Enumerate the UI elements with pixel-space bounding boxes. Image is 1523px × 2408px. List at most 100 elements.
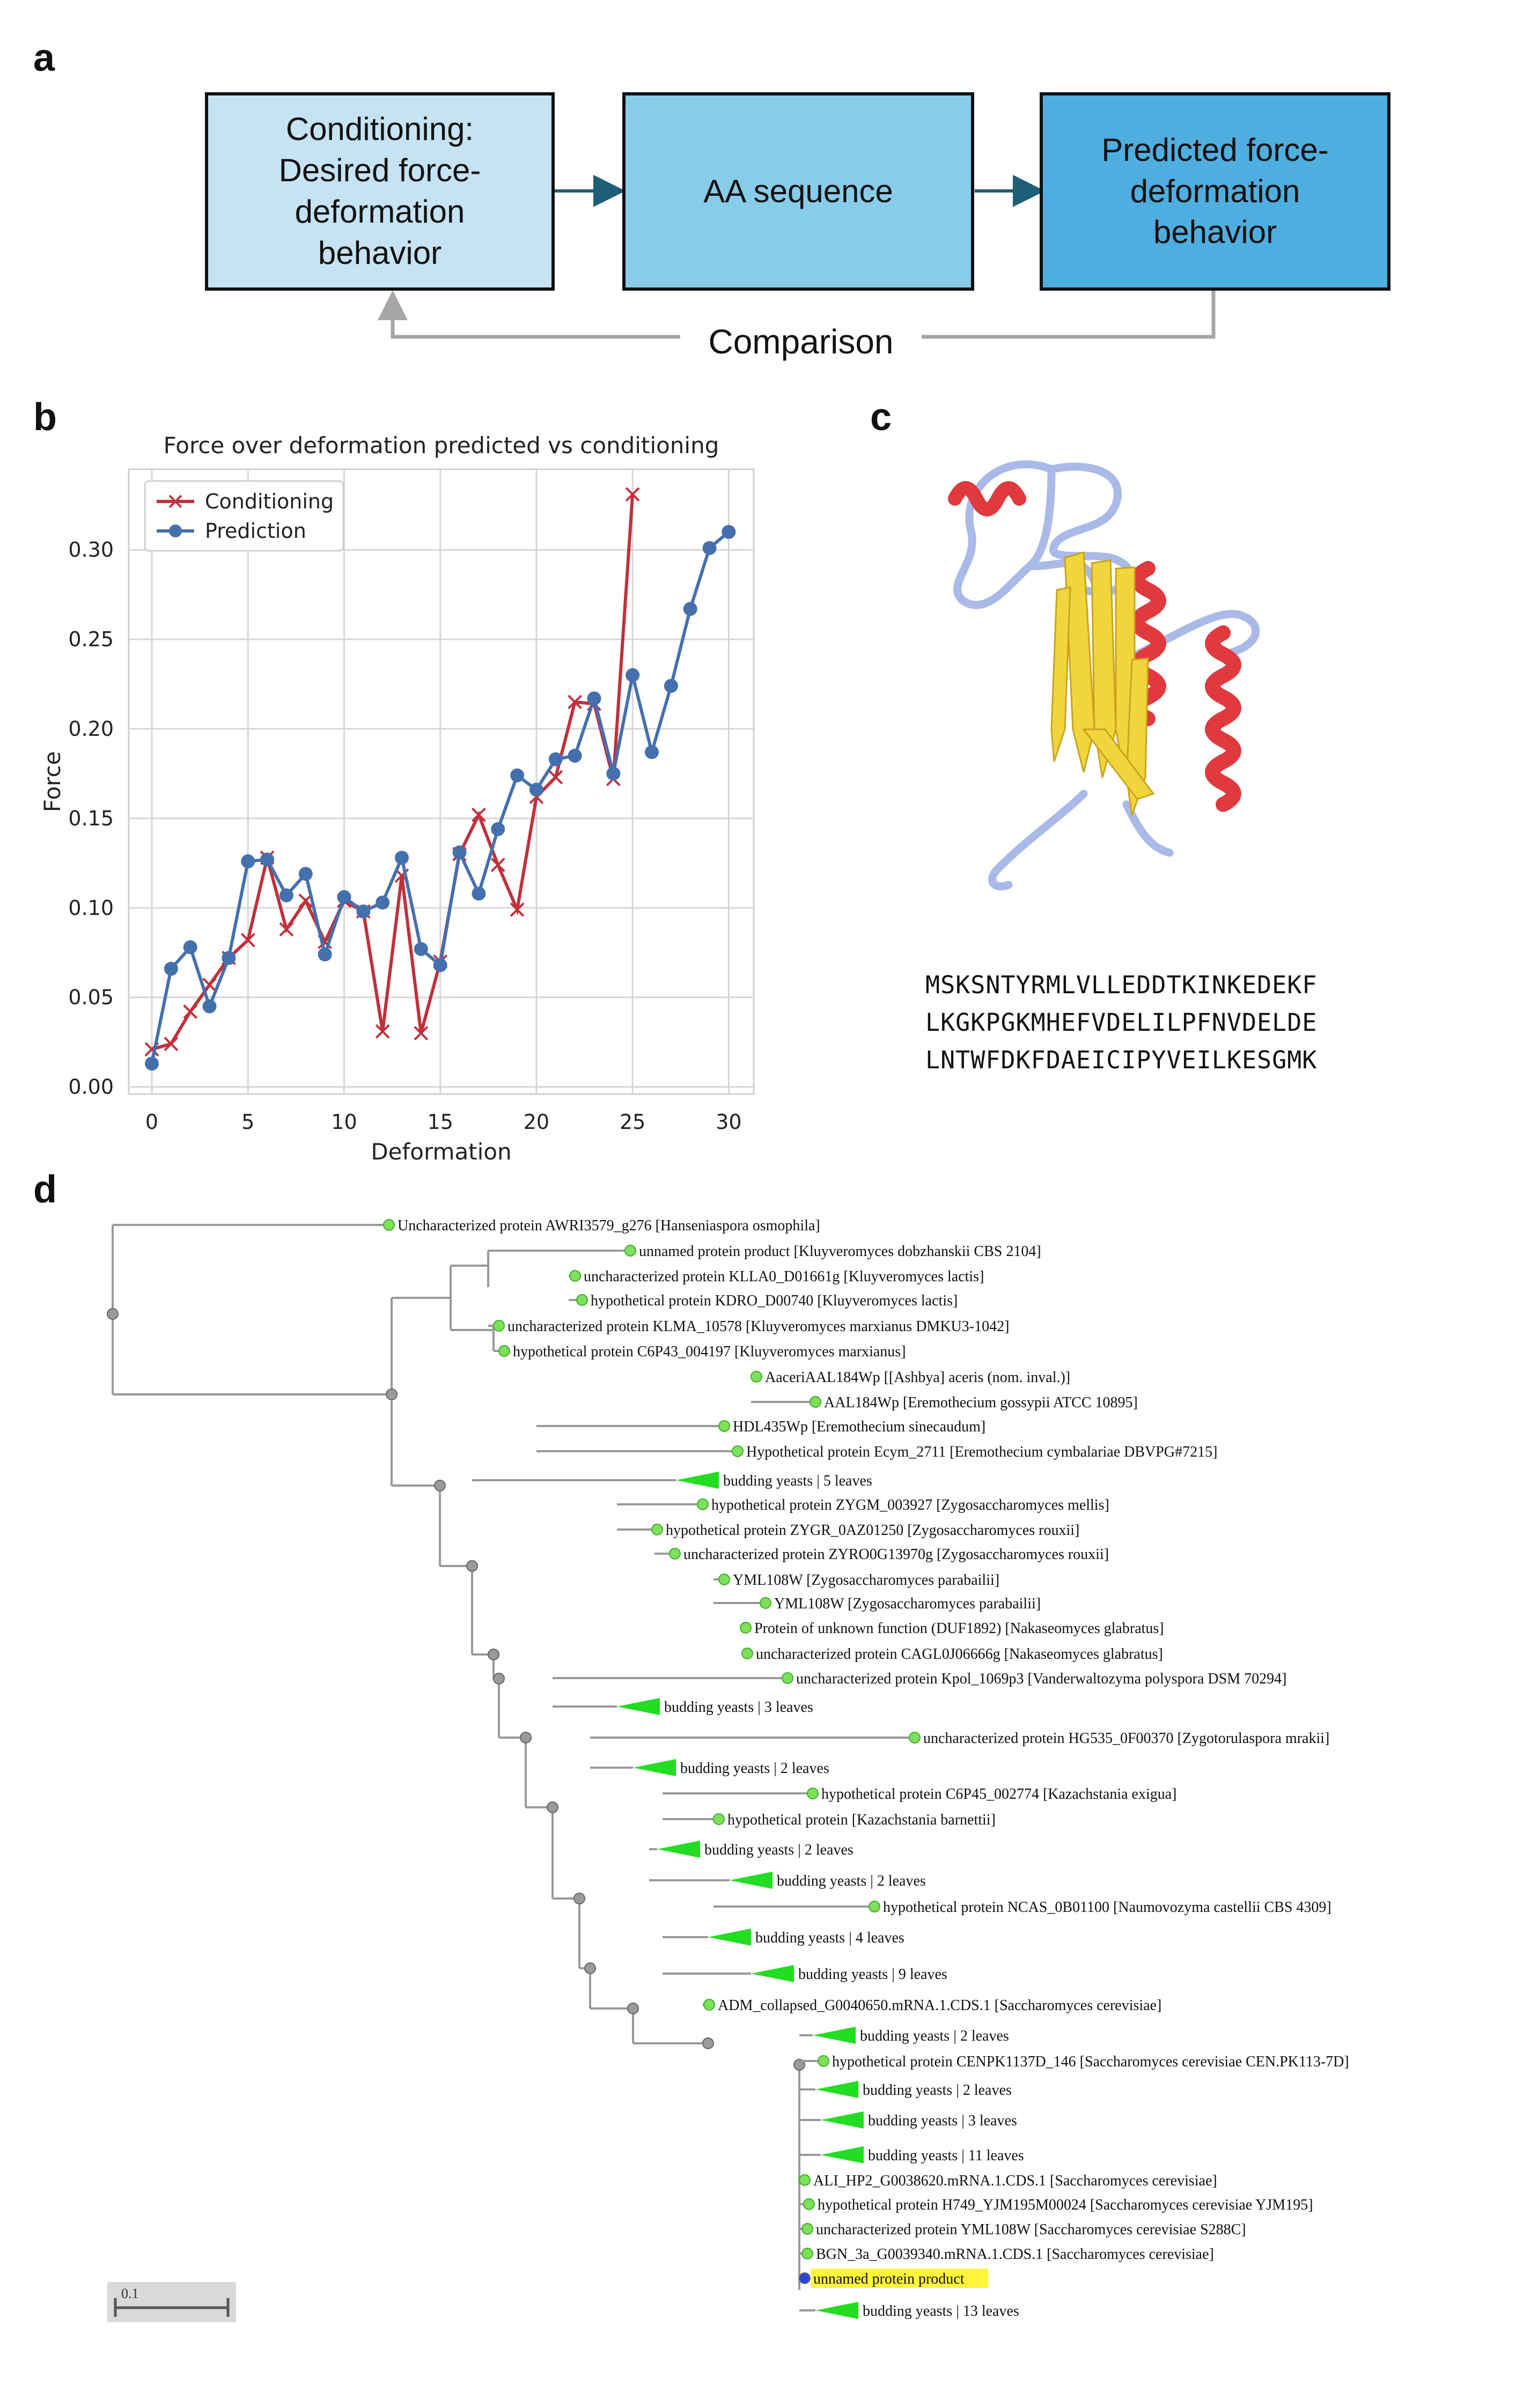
tree-node	[702, 2037, 714, 2049]
tree-node	[909, 1732, 921, 1744]
prediction-point	[626, 668, 640, 682]
tree-node	[498, 1345, 510, 1357]
prediction-point	[222, 951, 236, 965]
tree-leaf-label: budding yeasts | 2 leaves	[777, 1873, 926, 1889]
conditioning-point	[625, 487, 640, 502]
tree-leaf-label: AAL184Wp [Eremothecium gossypii ATCC 108…	[824, 1394, 1138, 1411]
chart-legend: Conditioning Prediction	[144, 480, 344, 552]
tree-node	[799, 2174, 811, 2186]
tree-leaf-label: budding yeasts | 3 leaves	[664, 1699, 813, 1716]
conditioning-point	[375, 1024, 390, 1039]
protein-helix	[1205, 625, 1241, 812]
y-tick-label: 0.05	[68, 986, 114, 1009]
protein-coil	[953, 460, 1056, 609]
predicted-behavior-box: Predicted force- deformation behavior	[1040, 92, 1390, 291]
tree-node	[713, 1813, 725, 1825]
sequence-line-3: LNTWFDKFDAEICIPYVEILKESGMK	[925, 1046, 1318, 1074]
collapsed-clade-triangle	[821, 2146, 864, 2163]
x-tick-label: 20	[524, 1110, 549, 1134]
tree-node	[573, 1893, 585, 1904]
prediction-point	[568, 749, 582, 763]
prediction-point	[702, 541, 717, 555]
flow-connectors	[378, 175, 1216, 359]
tree-node	[801, 2248, 813, 2259]
conditioning-point	[471, 807, 486, 822]
tree-leaf-label: budding yeasts | 2 leaves	[680, 1760, 829, 1777]
prediction-point	[722, 525, 736, 539]
tree-leaf-label: uncharacterized protein Kpol_1069p3 [Van…	[796, 1671, 1286, 1687]
tree-leaf-label: AaceriAAL184Wp [[Ashbya] aceris (nom. in…	[765, 1369, 1070, 1386]
tree-node	[107, 1308, 119, 1320]
prediction-point	[356, 904, 371, 919]
tree-leaf-label: Uncharacterized protein AWRI3579_g276 [H…	[398, 1217, 820, 1234]
tree-leaf-label: hypothetical protein ZYGM_003927 [Zygosa…	[711, 1497, 1109, 1513]
highlight-box	[811, 2269, 988, 2288]
conditioning-point	[490, 858, 505, 873]
tree-node	[383, 1219, 395, 1231]
legend-label: Prediction	[205, 519, 306, 543]
tree-node	[624, 1245, 636, 1257]
prediction-point	[279, 888, 293, 903]
tree-leaf-label: uncharacterized protein CAGL0J06666g [Na…	[756, 1646, 1163, 1663]
conditioning-point	[568, 695, 583, 710]
sequence-line-1: MSKSNTYRMLVLLEDDTKINKEDEKF	[925, 971, 1318, 999]
tree-leaf-label: uncharacterized protein YML108W [Sacchar…	[816, 2221, 1246, 2238]
aa-sequence-box: AA sequence	[622, 92, 974, 291]
collapsed-clade-triangle	[815, 2081, 858, 2098]
prediction-point	[529, 782, 543, 797]
panel-label-c: c	[870, 396, 892, 439]
plot-area	[128, 468, 755, 1095]
prediction-point	[548, 752, 563, 766]
tree-node	[810, 1396, 821, 1408]
prediction-point	[376, 895, 390, 910]
tree-leaf-label: hypothetical protein KDRO_D00740 [Kluyve…	[591, 1292, 958, 1309]
tree-node	[751, 1371, 762, 1383]
tree-leaf-label: YML108W [Zygosaccharomyces parabailii]	[733, 1572, 999, 1589]
tree-leaf-label: budding yeasts | 13 leaves	[863, 2303, 1019, 2320]
x-tick-label: 0	[145, 1110, 158, 1134]
tree-leaf-label: budding yeasts | 9 leaves	[798, 1966, 947, 1983]
tree-leaf-label: budding yeasts | 11 leaves	[868, 2147, 1024, 2164]
y-tick-label: 0.30	[68, 538, 114, 562]
tree-leaf-label: Protein of unknown function (DUF1892) [N…	[754, 1620, 1164, 1637]
x-tick-label: 5	[241, 1110, 254, 1134]
tree-leaf-label: uncharacterized protein HG535_0F00370 [Z…	[923, 1730, 1329, 1747]
tree-leaf-label: budding yeasts | 4 leaves	[755, 1930, 904, 1946]
tree-leaf-label: budding yeasts | 3 leaves	[868, 2112, 1017, 2129]
comparison-label: Comparison	[708, 322, 894, 361]
prediction-point	[395, 851, 409, 865]
chart-title: Force over deformation predicted vs cond…	[164, 432, 719, 459]
prediction-point	[202, 999, 217, 1014]
tree-leaf-label: uncharacterized protein KLMA_10578 [Kluy…	[507, 1318, 1009, 1335]
tree-leaf-label: unnamed protein product	[813, 2271, 965, 2287]
panel-label-d: d	[33, 1168, 57, 1211]
prediction-point	[164, 962, 178, 976]
prediction-point	[145, 1057, 159, 1071]
panel-label-a: a	[33, 36, 55, 79]
force-deformation-chart: 0 5 10 15 20 25 30 0.00 0.05 0.10 0.15 0.20 0.25 0.30…	[39, 432, 755, 1165]
tree-node	[703, 1999, 715, 2011]
prediction-point	[183, 940, 197, 955]
collapsed-clade-triangle	[633, 1759, 676, 1776]
tree-node	[718, 1574, 730, 1585]
collapsed-clade-triangle	[821, 2111, 864, 2129]
tree-node	[740, 1622, 752, 1634]
y-tick-label: 0.15	[68, 807, 114, 830]
tree-leaf-label: HDL435Wp [Eremothecium sinecaudum]	[733, 1419, 985, 1435]
tree-leaf-label: BGN_3a_G0039340.mRNA.1.CDS.1 [Saccharomy…	[816, 2246, 1214, 2263]
tree-leaf-label: budding yeasts | 2 leaves	[704, 1842, 854, 1858]
conditioning-point	[548, 770, 563, 785]
tree-node	[697, 1498, 709, 1510]
prediction-point	[433, 958, 447, 972]
protein-coil	[988, 789, 1088, 891]
tree-node	[741, 1648, 753, 1659]
tree-node	[801, 2223, 813, 2235]
conditioning-point	[279, 922, 294, 937]
tree-node	[386, 1388, 398, 1400]
tree-node	[569, 1270, 581, 1282]
tree-node	[651, 1524, 663, 1535]
tree-node	[869, 1901, 880, 1912]
legend-label: Conditioning	[205, 490, 334, 513]
tree-leaf-label: budding yeasts | 2 leaves	[863, 2082, 1012, 2099]
prediction-point	[414, 942, 428, 956]
